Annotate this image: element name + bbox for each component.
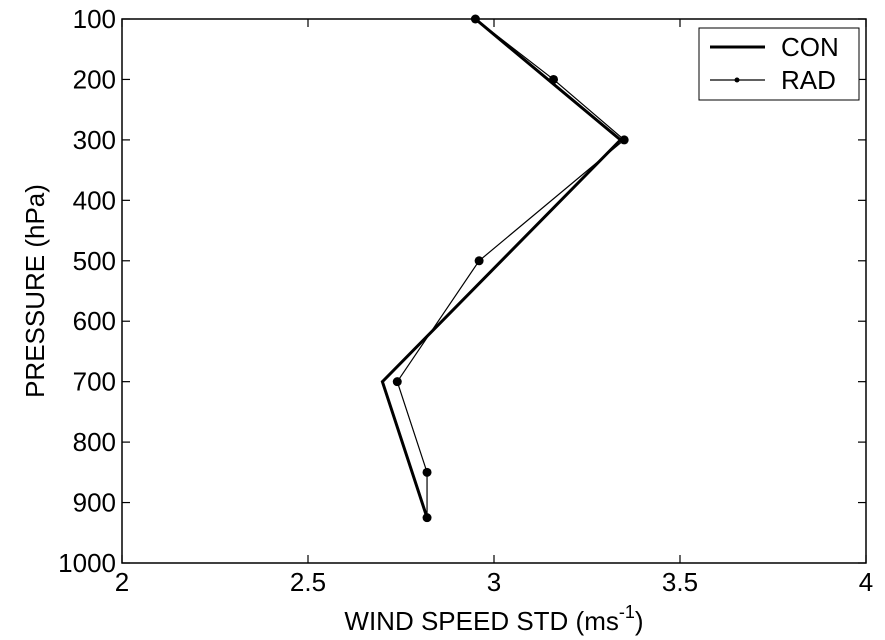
legend-marker-rad [734, 77, 740, 83]
data-point-rad [619, 135, 629, 145]
series-layer [380, 14, 629, 523]
plot-area-border [121, 18, 867, 564]
x-tick-label: 4 [859, 567, 873, 597]
x-axis-title: WIND SPEED STD (ms-1) [344, 602, 643, 636]
y-tick-label: 300 [73, 125, 116, 155]
y-tick-label: 200 [73, 64, 116, 94]
x-axis: 2 2.5 3 3.5 4 [115, 19, 873, 597]
x-tick-label: 3 [487, 567, 501, 597]
x-axis-title-close: ) [635, 606, 644, 636]
y-tick-label: 400 [73, 185, 116, 215]
y-axis: 100 200 300 400 500 600 700 800 900 1000 [58, 4, 866, 578]
data-point-rad [392, 377, 402, 387]
data-point-rad [474, 256, 484, 266]
plot-frame [121, 18, 867, 564]
data-point-rad [470, 14, 480, 24]
x-tick-label: 2 [115, 567, 129, 597]
y-tick-label: 800 [73, 427, 116, 457]
data-point-rad [422, 467, 432, 477]
x-axis-title-superscript: -1 [619, 602, 635, 622]
x-axis-title-main: WIND SPEED STD (ms [344, 606, 618, 636]
y-tick-label: 600 [73, 306, 116, 336]
data-point-rad [549, 74, 559, 84]
x-tick-label: 2.5 [290, 567, 326, 597]
y-tick-label: 900 [73, 488, 116, 518]
y-tick-label: 1000 [58, 548, 116, 578]
legend-box [698, 27, 860, 101]
legend: CON RAD [698, 27, 860, 101]
y-tick-label: 500 [73, 246, 116, 276]
y-axis-title: PRESSURE (hPa) [20, 184, 50, 398]
series-line-con [380, 17, 623, 519]
series-line-rad [396, 18, 626, 518]
data-point-rad [422, 513, 432, 523]
legend-label-con: CON [781, 32, 839, 62]
y-tick-label: 700 [73, 367, 116, 397]
y-tick-label: 100 [73, 4, 116, 34]
legend-label-rad: RAD [781, 65, 836, 95]
x-tick-label: 3.5 [662, 567, 698, 597]
